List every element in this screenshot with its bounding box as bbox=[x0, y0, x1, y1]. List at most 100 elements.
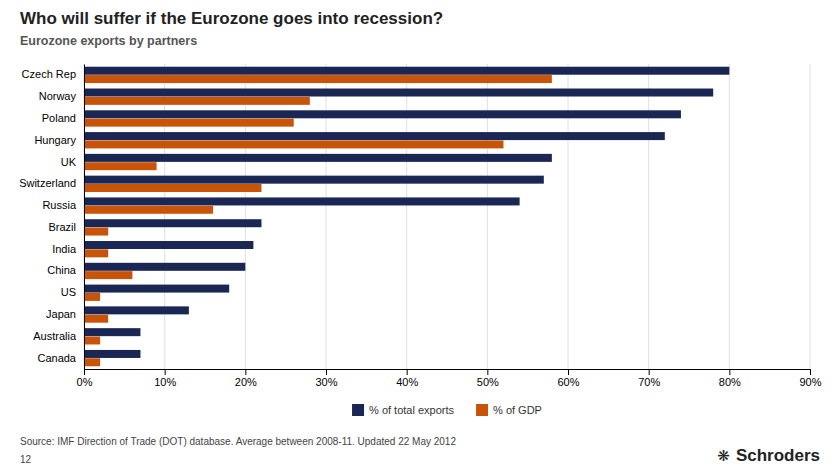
bar bbox=[84, 119, 294, 127]
page-number: 12 bbox=[20, 454, 32, 465]
x-axis: 0% 10% 20% 30% 40% 50% 60% 70% 80% 90% bbox=[77, 369, 822, 388]
chart: Who will suffer if the Eurozone goes int… bbox=[0, 0, 840, 473]
y-tick-label: UK bbox=[61, 156, 77, 168]
grid-line bbox=[326, 64, 327, 369]
bar bbox=[84, 75, 552, 83]
bar bbox=[84, 263, 245, 271]
y-tick: Czech Rep bbox=[22, 68, 76, 80]
source: Source: IMF Direction of Trade (DOT) dat… bbox=[20, 436, 456, 447]
bar bbox=[84, 89, 713, 97]
logo-emblem: ❋ bbox=[717, 447, 730, 464]
y-tick-label: India bbox=[52, 243, 77, 255]
bar bbox=[84, 271, 132, 279]
bar bbox=[84, 228, 108, 236]
y-tick: China bbox=[47, 264, 77, 276]
bar bbox=[84, 306, 189, 314]
y-tick-label: China bbox=[47, 264, 77, 276]
x-tick-mark bbox=[407, 369, 408, 375]
y-tick-label: Brazil bbox=[48, 221, 76, 233]
y-tick: Norway bbox=[39, 90, 77, 102]
x-tick-mark bbox=[165, 369, 166, 375]
bar bbox=[84, 140, 503, 148]
x-tick: 80% bbox=[719, 369, 741, 388]
x-tick: 60% bbox=[557, 369, 579, 388]
x-tick-label: 30% bbox=[315, 376, 337, 388]
grid-line bbox=[245, 64, 246, 369]
y-axis-line bbox=[84, 65, 85, 370]
x-axis-line bbox=[85, 370, 811, 376]
x-tick-label: 20% bbox=[235, 376, 257, 388]
x-tick-mark bbox=[487, 369, 488, 375]
grid-line bbox=[164, 64, 165, 369]
x-tick: 20% bbox=[235, 369, 257, 388]
y-tick: UK bbox=[61, 156, 77, 168]
legend-swatch bbox=[352, 404, 364, 416]
logo: Schroders bbox=[736, 446, 820, 465]
series bbox=[84, 75, 552, 366]
y-tick: India bbox=[52, 243, 77, 255]
series bbox=[84, 67, 729, 358]
x-tick: 0% bbox=[77, 369, 93, 388]
x-tick: 10% bbox=[154, 369, 176, 388]
bar bbox=[84, 249, 108, 257]
bar bbox=[84, 97, 310, 105]
y-tick-label: US bbox=[61, 286, 76, 298]
y-tick: Poland bbox=[42, 112, 76, 124]
y-tick-label: Japan bbox=[46, 308, 76, 320]
legend-label: % of total exports bbox=[369, 404, 454, 416]
y-tick-label: Norway bbox=[39, 90, 77, 102]
bar bbox=[84, 358, 100, 366]
x-tick-label: 40% bbox=[396, 376, 418, 388]
y-tick: US bbox=[61, 286, 76, 298]
grid-line bbox=[729, 64, 730, 369]
bar bbox=[84, 132, 665, 140]
bar bbox=[84, 197, 520, 205]
x-tick-mark bbox=[810, 369, 811, 375]
legend-swatch bbox=[476, 404, 488, 416]
grid bbox=[84, 64, 810, 369]
bar bbox=[84, 176, 544, 184]
x-tick-label: 50% bbox=[477, 376, 499, 388]
x-tick-label: 90% bbox=[799, 376, 821, 388]
x-tick-label: 70% bbox=[638, 376, 660, 388]
x-tick-mark bbox=[84, 369, 85, 375]
y-tick: Brazil bbox=[48, 221, 76, 233]
x-tick-label: 0% bbox=[77, 376, 93, 388]
y-tick-label: Australia bbox=[33, 330, 77, 342]
x-tick-label: 80% bbox=[719, 376, 741, 388]
grid-line bbox=[487, 64, 488, 369]
x-tick-mark bbox=[729, 369, 730, 375]
x-tick-mark bbox=[568, 369, 569, 375]
plot: 0% 10% 20% 30% 40% 50% 60% 70% 80% 90% Czech Rep No… bbox=[19, 64, 822, 388]
y-tick-label: Switzerland bbox=[19, 177, 76, 189]
bar bbox=[84, 285, 229, 293]
bars bbox=[84, 67, 729, 367]
grid-line bbox=[406, 64, 407, 369]
y-tick-label: Canada bbox=[37, 352, 76, 364]
grid-line bbox=[84, 64, 85, 369]
bar bbox=[84, 206, 213, 214]
y-axis: Czech Rep Norway Poland Hungary UK Switzerlan… bbox=[19, 65, 84, 370]
x-tick: 70% bbox=[638, 369, 660, 388]
bar bbox=[84, 184, 261, 192]
x-tick-label: 10% bbox=[154, 376, 176, 388]
y-tick: Japan bbox=[46, 308, 76, 320]
y-tick-label: Russia bbox=[42, 199, 77, 211]
bar bbox=[84, 293, 100, 301]
legend-label: % of GDP bbox=[493, 404, 542, 416]
x-tick: 50% bbox=[477, 369, 499, 388]
bar bbox=[84, 154, 552, 162]
y-tick-label: Poland bbox=[42, 112, 76, 124]
bar bbox=[84, 328, 140, 336]
x-tick: 90% bbox=[799, 369, 821, 388]
x-tick: 30% bbox=[315, 369, 337, 388]
x-tick-mark bbox=[649, 369, 650, 375]
legend-item: % of total exports bbox=[352, 404, 454, 416]
title: Who will suffer if the Eurozone goes int… bbox=[20, 9, 443, 28]
y-tick-label: Hungary bbox=[34, 134, 76, 146]
x-tick-label: 60% bbox=[557, 376, 579, 388]
y-tick: Australia bbox=[33, 330, 77, 342]
grid-line bbox=[568, 64, 569, 369]
x-tick-mark bbox=[326, 369, 327, 375]
y-tick-label: Czech Rep bbox=[22, 68, 76, 80]
